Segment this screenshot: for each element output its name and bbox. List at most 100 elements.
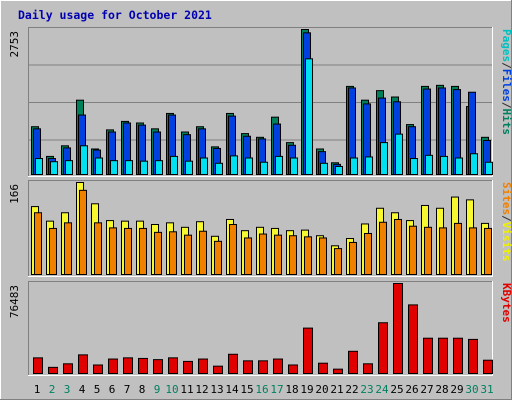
bar-sites-8 (139, 227, 147, 275)
bar-pages-19 (305, 58, 313, 175)
bar-pages-20 (320, 162, 328, 176)
panel-visits-sites: 166 Sites/Visits (8, 180, 512, 277)
bar-pages-31 (485, 161, 493, 175)
x-tick-label: 15 (240, 383, 253, 396)
bar-pages-7 (125, 160, 133, 175)
bar-pages-12 (200, 157, 208, 175)
bar-kbytes-14 (228, 353, 238, 375)
bar-pages-17 (275, 155, 283, 175)
bar-sites-27 (424, 226, 432, 275)
bar-sites-22 (349, 241, 357, 276)
bar-sites-29 (454, 222, 462, 275)
x-tick-label: 29 (450, 383, 463, 396)
bar-pages-24 (380, 142, 388, 175)
legend-entry: Pages (500, 29, 512, 62)
bar-pages-8 (140, 160, 148, 176)
legend: Pages/Files/Hits (500, 29, 512, 135)
legend: Sites/Visits (500, 182, 512, 262)
bar-kbytes-26 (408, 304, 418, 375)
x-tick-label: 18 (285, 383, 298, 396)
bar-pages-18 (290, 157, 298, 175)
bar-pages-16 (260, 161, 268, 175)
x-tick-label: 23 (360, 383, 373, 396)
bar-pages-25 (395, 133, 403, 175)
bar-sites-9 (154, 231, 162, 276)
bar-pages-4 (80, 145, 88, 175)
x-tick-label: 7 (124, 383, 131, 396)
bar-kbytes-24 (378, 322, 388, 375)
bar-pages-29 (455, 157, 463, 175)
bar-kbytes-11 (183, 360, 193, 374)
bar-sites-14 (229, 224, 237, 275)
bar-pages-15 (245, 157, 253, 175)
bar-sites-11 (184, 234, 192, 275)
x-tick-label: 12 (195, 383, 208, 396)
bar-sites-4 (79, 189, 87, 275)
bar-sites-25 (394, 218, 402, 276)
bar-sites-26 (409, 225, 417, 275)
series-pages (35, 58, 493, 176)
y-max-label: 2753 (8, 31, 21, 58)
bar-kbytes-23 (363, 363, 373, 375)
series-kbytes (33, 283, 493, 375)
bar-sites-15 (244, 237, 252, 275)
bar-pages-23 (365, 156, 373, 175)
bar-kbytes-27 (423, 337, 433, 374)
bar-kbytes-18 (288, 364, 298, 374)
y-max-label: 76483 (8, 285, 21, 318)
bar-sites-16 (259, 233, 267, 276)
bar-pages-30 (470, 153, 478, 176)
bar-kbytes-6 (108, 358, 118, 374)
x-tick-label: 14 (225, 383, 239, 396)
bar-pages-3 (65, 160, 73, 175)
x-tick-label: 10 (165, 383, 178, 396)
x-tick-label: 26 (405, 383, 418, 396)
bar-kbytes-13 (213, 365, 223, 375)
legend-entry: / (500, 215, 512, 222)
bar-kbytes-15 (243, 360, 253, 375)
bar-kbytes-5 (93, 364, 103, 374)
bar-sites-28 (439, 227, 447, 275)
bar-kbytes-8 (138, 357, 148, 375)
bar-sites-7 (124, 227, 132, 275)
x-tick-label: 24 (375, 383, 389, 396)
bar-kbytes-9 (153, 359, 163, 374)
bar-pages-21 (335, 165, 343, 175)
bar-kbytes-21 (333, 368, 343, 375)
bar-pages-13 (215, 162, 223, 176)
x-tick-label: 2 (49, 383, 56, 396)
bar-pages-28 (440, 155, 448, 175)
bar-pages-9 (155, 160, 163, 175)
bar-kbytes-3 (63, 363, 73, 375)
legend-entry: Sites (500, 182, 512, 215)
x-tick-label: 9 (154, 383, 161, 396)
bar-sites-3 (64, 222, 72, 276)
x-tick-label: 25 (390, 383, 403, 396)
legend-entry: / (500, 102, 512, 109)
legend-entry: Visits (500, 222, 512, 262)
y-max-label: 166 (8, 184, 21, 204)
bar-sites-19 (304, 236, 312, 275)
bar-kbytes-2 (48, 366, 58, 374)
series-sites (34, 189, 492, 276)
x-tick-label: 21 (330, 383, 343, 396)
bar-sites-18 (289, 235, 297, 275)
bar-sites-21 (334, 248, 342, 275)
x-tick-label: 6 (109, 383, 116, 396)
legend-entry: / (500, 62, 512, 69)
bar-sites-24 (379, 221, 387, 276)
x-tick-label: 20 (315, 383, 328, 396)
bar-sites-6 (109, 227, 117, 275)
x-tick-label: 30 (465, 383, 478, 396)
x-tick-label: 27 (420, 383, 433, 396)
bar-pages-22 (350, 157, 358, 175)
panel-hits-files-pages: 2753 Pages/Files/Hits (8, 27, 512, 177)
x-tick-label: 16 (255, 383, 268, 396)
x-tick-label: 4 (79, 383, 86, 396)
bar-sites-31 (484, 227, 492, 275)
bar-kbytes-25 (393, 283, 403, 374)
bar-sites-12 (199, 230, 207, 276)
bar-sites-13 (214, 240, 222, 275)
